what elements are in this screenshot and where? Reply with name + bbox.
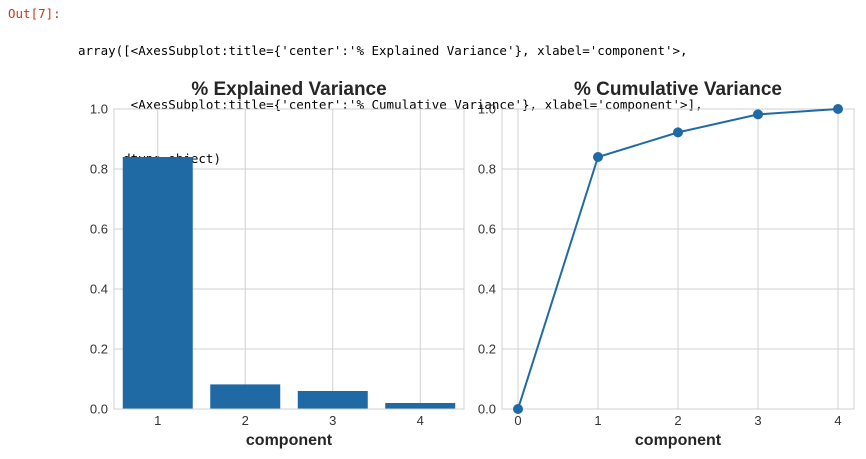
output-text: array([<AxesSubplot:title={'center':'% E… bbox=[78, 6, 703, 204]
explained-variance-chart: % Explained Variance component 0.0 0.2 0.4… bbox=[90, 79, 465, 449]
x-tick-label: 2 bbox=[242, 413, 249, 428]
bar bbox=[122, 157, 193, 409]
plot-frame bbox=[501, 108, 855, 410]
y-tick-label: 0.2 bbox=[90, 342, 108, 357]
y-tick-label: 1.0 bbox=[478, 102, 496, 117]
output-line-1: array([<AxesSubplot:title={'center':'% E… bbox=[78, 43, 688, 58]
y-tick-label: 0.4 bbox=[90, 282, 108, 297]
x-axis-label: component bbox=[246, 432, 333, 449]
y-tick-label: 0.0 bbox=[478, 402, 496, 417]
chart-title: % Explained Variance bbox=[191, 79, 386, 100]
data-point bbox=[593, 152, 603, 162]
bar bbox=[297, 391, 368, 409]
y-tick-label: 0.8 bbox=[90, 162, 108, 177]
y-tick-label: 0.8 bbox=[478, 162, 496, 177]
data-point bbox=[833, 104, 843, 114]
x-tick-label: 3 bbox=[329, 413, 336, 428]
x-tick-label: 4 bbox=[834, 413, 841, 428]
data-point bbox=[513, 404, 523, 414]
x-tick-label: 1 bbox=[594, 413, 601, 428]
bar bbox=[210, 384, 281, 409]
output-line-2: <AxesSubplot:title={'center':'% Cumulati… bbox=[78, 97, 703, 112]
x-tick-label: 1 bbox=[154, 413, 161, 428]
y-tick-label: 1.0 bbox=[90, 102, 108, 117]
x-tick-label: 3 bbox=[754, 413, 761, 428]
output-prompt: Out[7]: bbox=[8, 6, 61, 21]
y-tick-label: 0.4 bbox=[478, 282, 496, 297]
y-tick-label: 0.2 bbox=[478, 342, 496, 357]
y-tick-label: 0.6 bbox=[90, 222, 108, 237]
data-point bbox=[753, 109, 763, 120]
x-tick-label: 4 bbox=[417, 413, 424, 428]
bar bbox=[385, 403, 456, 409]
cumulative-variance-chart: % Cumulative Variance component 0.0 0.2 0.… bbox=[478, 79, 855, 449]
y-tick-label: 0.0 bbox=[90, 402, 108, 417]
y-tick-label: 0.6 bbox=[478, 222, 496, 237]
x-axis-label: component bbox=[635, 432, 722, 449]
plot-frame bbox=[113, 108, 465, 410]
x-tick-label: 2 bbox=[674, 413, 681, 428]
chart-title: % Cumulative Variance bbox=[574, 79, 782, 100]
x-tick-label: 0 bbox=[514, 413, 521, 428]
data-point bbox=[673, 127, 683, 138]
